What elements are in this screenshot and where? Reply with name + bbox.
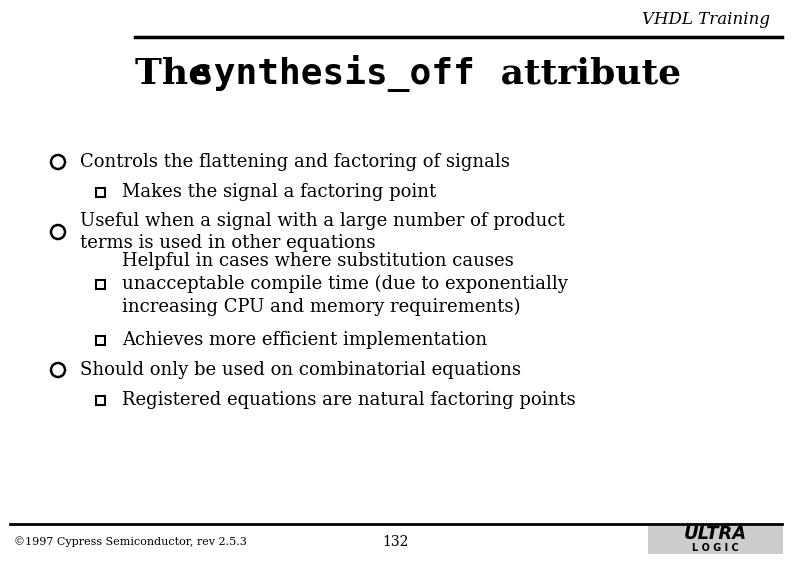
Text: Useful when a signal with a large number of product
terms is used in other equat: Useful when a signal with a large number… <box>80 211 565 252</box>
Bar <box>96 336 105 345</box>
Text: attribute: attribute <box>488 57 681 91</box>
Text: Makes the signal a factoring point: Makes the signal a factoring point <box>122 183 436 201</box>
Bar <box>96 279 105 288</box>
Text: synthesis_off: synthesis_off <box>192 56 474 93</box>
Text: ULTRA: ULTRA <box>683 525 747 543</box>
Bar <box>96 396 105 405</box>
Text: ©1997 Cypress Semiconductor, rev 2.5.3: ©1997 Cypress Semiconductor, rev 2.5.3 <box>14 537 247 547</box>
Text: Achieves more efficient implementation: Achieves more efficient implementation <box>122 331 487 349</box>
Text: Controls the flattening and factoring of signals: Controls the flattening and factoring of… <box>80 153 510 171</box>
Text: The: The <box>135 57 224 91</box>
Text: 132: 132 <box>383 535 409 549</box>
Text: Registered equations are natural factoring points: Registered equations are natural factori… <box>122 391 576 409</box>
Bar <box>648 526 783 554</box>
Text: VHDL Training: VHDL Training <box>642 11 770 28</box>
Text: L O G I C: L O G I C <box>691 543 738 553</box>
Text: Helpful in cases where substitution causes
unacceptable compile time (due to exp: Helpful in cases where substitution caus… <box>122 252 568 316</box>
Bar <box>96 188 105 197</box>
Text: Should only be used on combinatorial equations: Should only be used on combinatorial equ… <box>80 361 521 379</box>
